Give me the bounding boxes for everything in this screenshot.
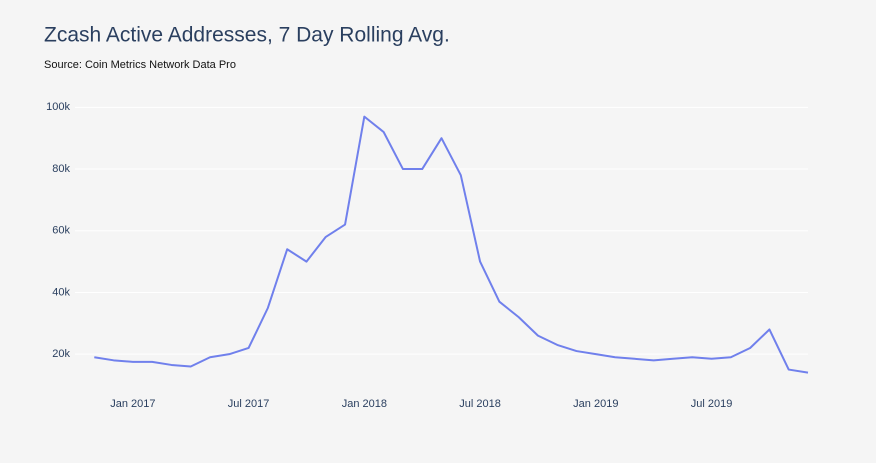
x-tick-label: Jul 2018 bbox=[459, 398, 501, 410]
x-tick-label: Jul 2017 bbox=[228, 398, 270, 410]
x-tick-label: Jan 2017 bbox=[110, 398, 155, 410]
chart-subtitle: Source: Coin Metrics Network Data Pro bbox=[44, 59, 236, 71]
x-tick-label: Jan 2018 bbox=[342, 398, 387, 410]
x-tick-label: Jan 2019 bbox=[573, 398, 618, 410]
data-line bbox=[94, 115, 809, 374]
x-tick-label: Jul 2019 bbox=[691, 398, 733, 410]
y-tick-label: 40k bbox=[52, 286, 70, 298]
y-tick-label: 20k bbox=[52, 348, 70, 360]
chart-title: Zcash Active Addresses, 7 Day Rolling Av… bbox=[44, 24, 450, 47]
y-tick-label: 60k bbox=[52, 225, 70, 237]
y-tick-label: 80k bbox=[52, 163, 70, 175]
y-tick-label: 100k bbox=[46, 101, 70, 113]
